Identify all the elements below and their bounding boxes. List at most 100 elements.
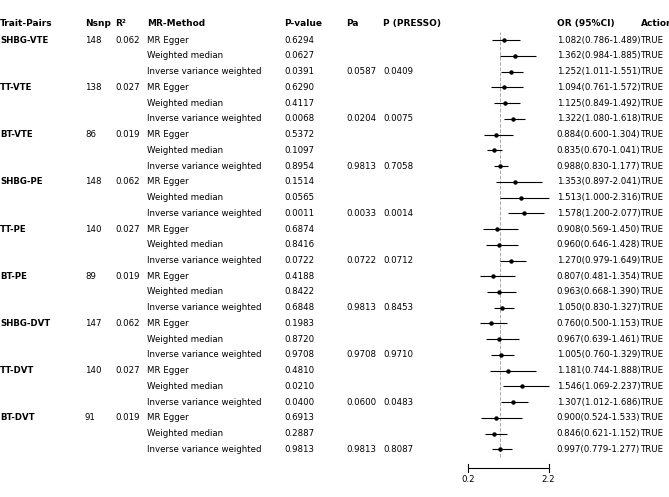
- Text: 0.0204: 0.0204: [347, 114, 377, 123]
- Text: TRUE: TRUE: [641, 51, 664, 61]
- Text: MR Egger: MR Egger: [147, 414, 189, 422]
- Text: MR Egger: MR Egger: [147, 36, 189, 45]
- Text: TRUE: TRUE: [641, 98, 664, 108]
- Text: 0.846(0.621-1.152): 0.846(0.621-1.152): [557, 429, 640, 438]
- Text: MR Egger: MR Egger: [147, 130, 189, 139]
- Text: 0.0075: 0.0075: [383, 114, 413, 123]
- Text: 0.0210: 0.0210: [284, 382, 314, 391]
- Text: 0.019: 0.019: [115, 272, 140, 281]
- Text: 0.807(0.481-1.354): 0.807(0.481-1.354): [557, 272, 640, 281]
- Text: 0.9813: 0.9813: [347, 162, 377, 170]
- Text: 0.1514: 0.1514: [284, 177, 314, 186]
- Text: TRUE: TRUE: [641, 146, 664, 155]
- Text: 0.0722: 0.0722: [347, 256, 377, 265]
- Text: TRUE: TRUE: [641, 287, 664, 297]
- Text: TRUE: TRUE: [641, 130, 664, 139]
- Text: TRUE: TRUE: [641, 67, 664, 76]
- Text: 2.2: 2.2: [542, 475, 555, 484]
- Text: TRUE: TRUE: [641, 256, 664, 265]
- Text: 0.027: 0.027: [115, 83, 140, 92]
- Text: 1.322(1.080-1.618): 1.322(1.080-1.618): [557, 114, 640, 123]
- Text: Weighted median: Weighted median: [147, 193, 223, 202]
- Text: TRUE: TRUE: [641, 319, 664, 328]
- Text: Weighted median: Weighted median: [147, 146, 223, 155]
- Text: 0.967(0.639-1.461): 0.967(0.639-1.461): [557, 334, 640, 344]
- Text: TRUE: TRUE: [641, 398, 664, 407]
- Text: 0.8720: 0.8720: [284, 334, 314, 344]
- Text: MR Egger: MR Egger: [147, 177, 189, 186]
- Text: TRUE: TRUE: [641, 209, 664, 218]
- Text: Inverse variance weighted: Inverse variance weighted: [147, 209, 262, 218]
- Text: 1.362(0.984-1.885): 1.362(0.984-1.885): [557, 51, 640, 61]
- Text: 0.0627: 0.0627: [284, 51, 314, 61]
- Text: 0.9813: 0.9813: [347, 445, 377, 454]
- Text: 0.8087: 0.8087: [383, 445, 413, 454]
- Text: Inverse variance weighted: Inverse variance weighted: [147, 350, 262, 359]
- Text: 0.4188: 0.4188: [284, 272, 314, 281]
- Text: 0.9710: 0.9710: [383, 350, 413, 359]
- Text: MR Egger: MR Egger: [147, 319, 189, 328]
- Text: BT-PE: BT-PE: [0, 272, 27, 281]
- Text: 89: 89: [85, 272, 96, 281]
- Text: 0.0014: 0.0014: [383, 209, 413, 218]
- Text: 1.578(1.200-2.077): 1.578(1.200-2.077): [557, 209, 640, 218]
- Text: 0.027: 0.027: [115, 225, 140, 234]
- Text: 0.019: 0.019: [115, 130, 140, 139]
- Text: Weighted median: Weighted median: [147, 382, 223, 391]
- Text: TRUE: TRUE: [641, 225, 664, 234]
- Text: 0.0722: 0.0722: [284, 256, 314, 265]
- Text: 0.6874: 0.6874: [284, 225, 314, 234]
- Text: 0.760(0.500-1.153): 0.760(0.500-1.153): [557, 319, 640, 328]
- Text: MR-Method: MR-Method: [147, 19, 205, 28]
- Text: BT-VTE: BT-VTE: [0, 130, 33, 139]
- Text: MR Egger: MR Egger: [147, 366, 189, 375]
- Text: TT-VTE: TT-VTE: [0, 83, 32, 92]
- Text: TRUE: TRUE: [641, 83, 664, 92]
- Text: Weighted median: Weighted median: [147, 98, 223, 108]
- Text: Pa: Pa: [347, 19, 359, 28]
- Text: Inverse variance weighted: Inverse variance weighted: [147, 162, 262, 170]
- Text: 0.0600: 0.0600: [347, 398, 377, 407]
- Text: 0.1983: 0.1983: [284, 319, 314, 328]
- Text: 0.8954: 0.8954: [284, 162, 314, 170]
- Text: TRUE: TRUE: [641, 193, 664, 202]
- Text: TRUE: TRUE: [641, 429, 664, 438]
- Text: Inverse variance weighted: Inverse variance weighted: [147, 445, 262, 454]
- Text: 0.019: 0.019: [115, 414, 140, 422]
- Text: Inverse variance weighted: Inverse variance weighted: [147, 114, 262, 123]
- Text: TRUE: TRUE: [641, 414, 664, 422]
- Text: TRUE: TRUE: [641, 382, 664, 391]
- Text: 0.9708: 0.9708: [347, 350, 377, 359]
- Text: 0.884(0.600-1.304): 0.884(0.600-1.304): [557, 130, 640, 139]
- Text: 91: 91: [85, 414, 96, 422]
- Text: 0.835(0.670-1.041): 0.835(0.670-1.041): [557, 146, 640, 155]
- Text: 0.0011: 0.0011: [284, 209, 314, 218]
- Text: 0.0409: 0.0409: [383, 67, 413, 76]
- Text: Weighted median: Weighted median: [147, 287, 223, 297]
- Text: 0.5372: 0.5372: [284, 130, 314, 139]
- Text: 1.082(0.786-1.489): 1.082(0.786-1.489): [557, 36, 640, 45]
- Text: 1.181(0.744-1.888): 1.181(0.744-1.888): [557, 366, 640, 375]
- Text: P (PRESSO): P (PRESSO): [383, 19, 442, 28]
- Text: 140: 140: [85, 366, 102, 375]
- Text: 1.005(0.760-1.329): 1.005(0.760-1.329): [557, 350, 640, 359]
- Text: BT-DVT: BT-DVT: [0, 414, 35, 422]
- Text: Weighted median: Weighted median: [147, 334, 223, 344]
- Text: 0.8422: 0.8422: [284, 287, 314, 297]
- Text: 0.4117: 0.4117: [284, 98, 314, 108]
- Text: TRUE: TRUE: [641, 350, 664, 359]
- Text: 0.2: 0.2: [462, 475, 475, 484]
- Text: 0.4810: 0.4810: [284, 366, 314, 375]
- Text: 147: 147: [85, 319, 102, 328]
- Text: TRUE: TRUE: [641, 334, 664, 344]
- Text: 1.125(0.849-1.492): 1.125(0.849-1.492): [557, 98, 640, 108]
- Text: 0.6290: 0.6290: [284, 83, 314, 92]
- Text: 0.6294: 0.6294: [284, 36, 314, 45]
- Text: Weighted median: Weighted median: [147, 51, 223, 61]
- Text: 0.9813: 0.9813: [347, 303, 377, 312]
- Text: Trait-Pairs: Trait-Pairs: [0, 19, 53, 28]
- Text: 138: 138: [85, 83, 102, 92]
- Text: 0.7058: 0.7058: [383, 162, 413, 170]
- Text: Inverse variance weighted: Inverse variance weighted: [147, 67, 262, 76]
- Text: 0.997(0.779-1.277): 0.997(0.779-1.277): [557, 445, 640, 454]
